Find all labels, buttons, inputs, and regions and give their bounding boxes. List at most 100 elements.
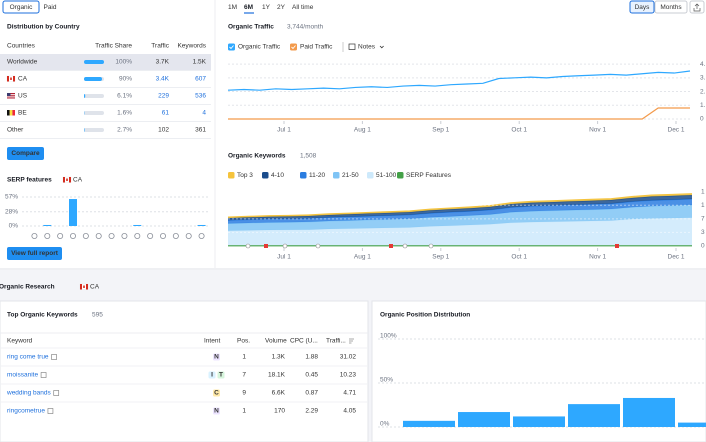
intent-badge [217,371,225,379]
period[interactable]: 2Y [277,4,286,11]
cpc: 0.87 [305,390,318,397]
keyword[interactable]: moissanite [7,372,38,379]
legend-checkbox[interactable] [367,172,374,179]
traffic: 229 [158,93,169,100]
legend-checkbox[interactable] [290,43,297,51]
feature-icon [134,232,141,239]
legend-checkbox[interactable] [300,172,307,179]
toggle[interactable] [654,0,688,14]
share-bar [84,77,102,81]
button[interactable] [7,247,62,260]
share-bar [84,128,85,132]
intent-badge [208,371,216,379]
traffic: 3.4K [156,76,170,83]
country: Worldwide [7,59,38,66]
position: 1 [242,354,246,361]
feature-icon [82,232,89,239]
legend-label: SERP Features [406,172,452,179]
y-tick-label: 0 [700,116,704,123]
feature-icon [70,232,77,239]
volume: 1.3K [272,354,286,361]
serp-icon [53,390,60,396]
note-marker [264,244,268,248]
column-header: Keyword [7,338,33,345]
bar [458,412,510,427]
keyword[interactable]: ring come true [7,354,49,361]
keyword[interactable]: ringcometrue [7,408,45,415]
legend-checkbox[interactable] [262,172,269,179]
note-marker [282,243,288,249]
flag [63,177,65,183]
share: 6.1% [117,93,132,100]
keyword[interactable]: wedding bands [6,390,51,397]
y-tick-label: 7 [701,216,705,223]
note-marker [402,243,408,249]
check [229,45,234,50]
bar [513,416,565,427]
flag [7,94,15,96]
button[interactable] [7,147,44,160]
cpc: 2.29 [305,408,318,415]
share-track [84,128,104,132]
chevron [379,45,384,49]
legend-label: 21-50 [342,172,359,179]
keywords: 607 [195,76,206,83]
legend-label: Paid Traffic [300,44,333,51]
legend-checkbox[interactable] [228,172,235,179]
area-edge [227,193,693,218]
x-tick-label: Sep 1 [432,254,449,261]
volume: 6.6K [272,390,286,397]
count: 595 [92,312,103,319]
toggle-label: Months [660,4,682,11]
notes: Notes [358,44,376,51]
traffic: 61 [162,110,170,117]
y-tick-label: 50% [380,377,393,384]
x-tick-label: Aug 1 [354,254,371,261]
flag [7,96,15,98]
column-header: Keywords [177,43,206,50]
keywords: 4 [202,110,206,117]
toggle-label: Days [635,4,651,11]
y-tick-label: 1 [701,188,705,195]
share-track [84,111,104,115]
row-highlight [0,54,211,71]
flag [7,110,10,116]
feature-icon [185,232,192,239]
chart-subtitle: 1,508 [300,153,317,160]
check [291,45,296,50]
column-header: Intent [204,338,220,345]
traffic: 4.71 [343,390,356,397]
flag [80,284,82,290]
flag [12,110,15,116]
keywords-card [0,300,369,442]
share: 2.7% [117,127,132,134]
y-tick-label: 0% [380,421,390,428]
share: 1.6% [117,110,132,117]
traffic: 102 [158,127,169,134]
note-marker [428,243,434,249]
tab-label: Organic [10,4,34,11]
flag [9,110,13,116]
area [228,205,692,231]
share-track [84,94,104,98]
toggle[interactable] [629,0,655,14]
position: 7 [242,372,246,379]
flag [7,76,9,82]
x-tick-label: Nov 1 [589,254,606,261]
position: 1 [242,408,246,415]
volume: 170 [274,408,285,415]
tab[interactable] [2,0,40,14]
legend-checkbox[interactable] [397,172,404,179]
period[interactable]: 1M [228,4,237,11]
legend-checkbox[interactable] [228,43,235,51]
period[interactable]: 1Y [262,4,271,11]
period[interactable]: All time [292,4,314,11]
legend-label: 4-10 [271,172,284,179]
column-header: Traffic [151,43,169,50]
serp-icon [51,354,57,360]
intent: I [211,372,213,379]
period[interactable]: 6M [244,4,253,11]
panel-title: SERP features [7,177,52,184]
legend-checkbox[interactable] [333,172,340,179]
country: CA [73,177,83,184]
